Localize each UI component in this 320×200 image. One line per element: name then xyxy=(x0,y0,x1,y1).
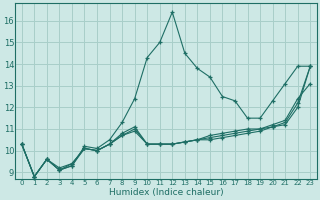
X-axis label: Humidex (Indice chaleur): Humidex (Indice chaleur) xyxy=(109,188,223,197)
